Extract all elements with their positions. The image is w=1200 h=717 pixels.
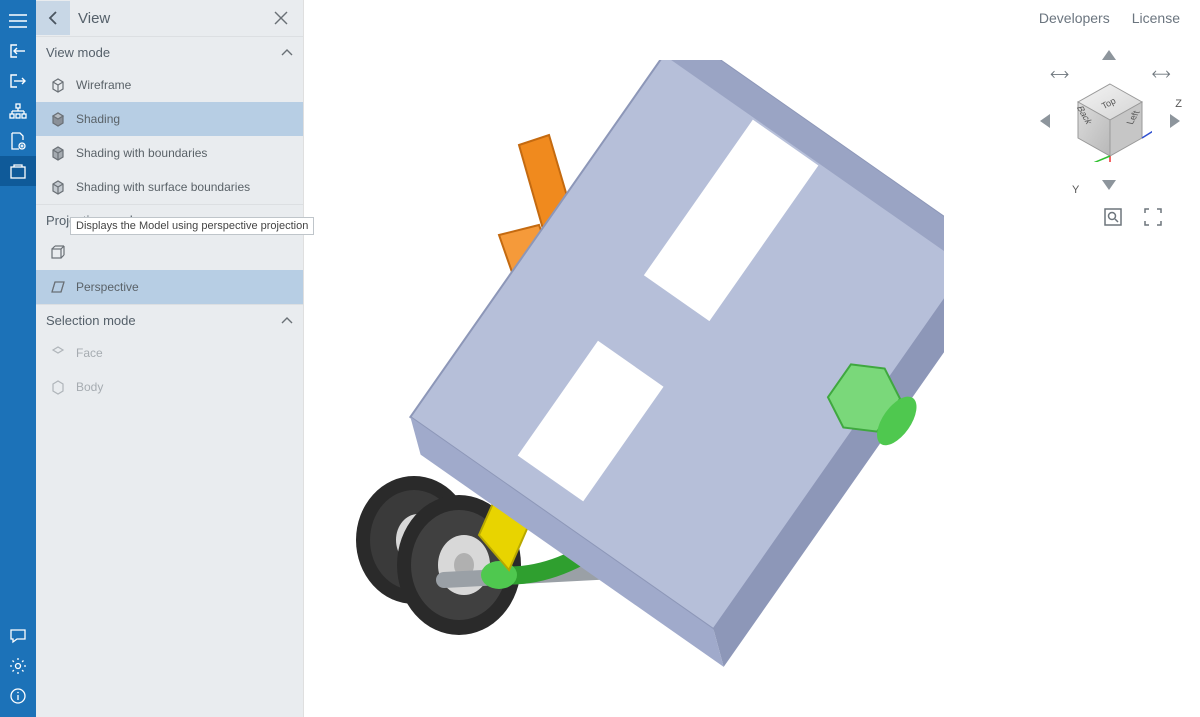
- option-shading-surface-boundaries[interactable]: Shading with surface boundaries: [36, 170, 303, 204]
- license-link[interactable]: License: [1132, 10, 1180, 26]
- axis-z-label: Z: [1175, 98, 1182, 110]
- top-right-links: Developers License: [1039, 10, 1180, 26]
- viewport-tools: [1102, 206, 1164, 228]
- section-title: View mode: [46, 45, 110, 60]
- tooltip: Displays the Model using perspective pro…: [70, 217, 314, 235]
- section-header-view-mode[interactable]: View mode: [36, 36, 303, 68]
- shading-boundaries-icon: [46, 144, 70, 162]
- cube-icon[interactable]: Top Back Left: [1068, 78, 1152, 162]
- settings-gear-icon[interactable]: [0, 651, 36, 681]
- 3d-viewport[interactable]: Developers License ⤢ ⤡ Top Back Left Z Y: [304, 0, 1200, 717]
- view-cube[interactable]: ⤢ ⤡ Top Back Left Z Y: [1040, 50, 1180, 190]
- shading-surface-icon: [46, 178, 70, 196]
- chevron-up-icon: [281, 45, 293, 60]
- import-icon[interactable]: [0, 36, 36, 66]
- wireframe-icon: [46, 76, 70, 94]
- option-perspective[interactable]: Perspective: [36, 270, 303, 304]
- document-add-icon[interactable]: [0, 126, 36, 156]
- chevron-up-icon: [281, 313, 293, 328]
- close-panel-button[interactable]: [267, 4, 295, 32]
- orbit-right-button[interactable]: [1170, 114, 1180, 128]
- tree-icon[interactable]: [0, 96, 36, 126]
- 3d-model[interactable]: [324, 60, 944, 680]
- face-icon: [46, 344, 70, 362]
- left-icon-rail: [0, 0, 36, 717]
- perspective-icon: [46, 278, 70, 296]
- option-label: Shading: [76, 112, 120, 126]
- option-label: Perspective: [76, 280, 139, 294]
- panel-title: View: [78, 10, 267, 27]
- info-icon[interactable]: [0, 681, 36, 711]
- view-panel: View View mode Wireframe Shading Shading…: [36, 0, 304, 717]
- hamburger-menu-icon[interactable]: [0, 6, 36, 36]
- option-label: Shading with surface boundaries: [76, 180, 250, 194]
- fullscreen-button[interactable]: [1142, 206, 1164, 228]
- chat-icon[interactable]: [0, 621, 36, 651]
- orbit-up-button[interactable]: [1102, 50, 1116, 60]
- option-label: Wireframe: [76, 78, 131, 92]
- option-label: Shading with boundaries: [76, 146, 207, 160]
- option-label: Body: [76, 380, 103, 394]
- zoom-fit-button[interactable]: [1102, 206, 1124, 228]
- developers-link[interactable]: Developers: [1039, 10, 1110, 26]
- export-icon[interactable]: [0, 66, 36, 96]
- option-label: Face: [76, 346, 103, 360]
- orbit-left-button[interactable]: [1040, 114, 1050, 128]
- orbit-tr-button[interactable]: ⤡: [1148, 62, 1173, 87]
- back-button[interactable]: [36, 1, 70, 35]
- option-wireframe[interactable]: Wireframe: [36, 68, 303, 102]
- shading-icon: [46, 110, 70, 128]
- panel-header: View: [36, 0, 303, 36]
- option-shading[interactable]: Shading: [36, 102, 303, 136]
- body-icon: [46, 378, 70, 396]
- view-panel-icon[interactable]: [0, 156, 36, 186]
- option-shading-boundaries[interactable]: Shading with boundaries: [36, 136, 303, 170]
- option-body: Body: [36, 370, 303, 404]
- axis-y-label: Y: [1072, 184, 1079, 196]
- section-header-selection-mode[interactable]: Selection mode: [36, 304, 303, 336]
- cube-outline-icon: [46, 244, 70, 262]
- orbit-down-button[interactable]: [1102, 180, 1116, 190]
- option-projection-hovered[interactable]: Displays the Model using perspective pro…: [36, 236, 303, 270]
- option-face: Face: [36, 336, 303, 370]
- section-title: Selection mode: [46, 313, 136, 328]
